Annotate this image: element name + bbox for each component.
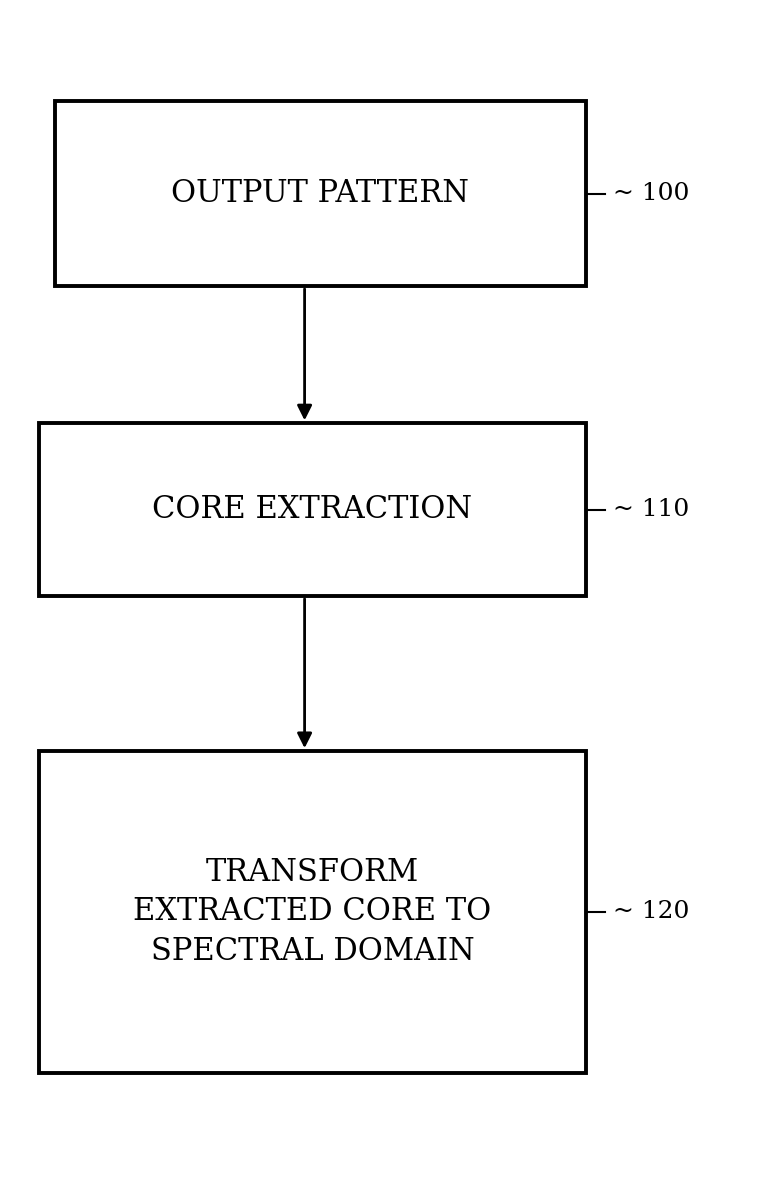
Bar [39,751,586,1073]
Text: ~ 100: ~ 100 [613,182,690,205]
Text: ~ 120: ~ 120 [613,900,690,924]
Text: CORE EXTRACTION: CORE EXTRACTION [152,493,473,526]
Text: ~ 110: ~ 110 [613,498,690,521]
Bar [55,101,586,286]
Text: TRANSFORM
EXTRACTED CORE TO
SPECTRAL DOMAIN: TRANSFORM EXTRACTED CORE TO SPECTRAL DOM… [134,857,491,967]
Bar [39,423,586,596]
Text: OUTPUT PATTERN: OUTPUT PATTERN [171,178,469,210]
